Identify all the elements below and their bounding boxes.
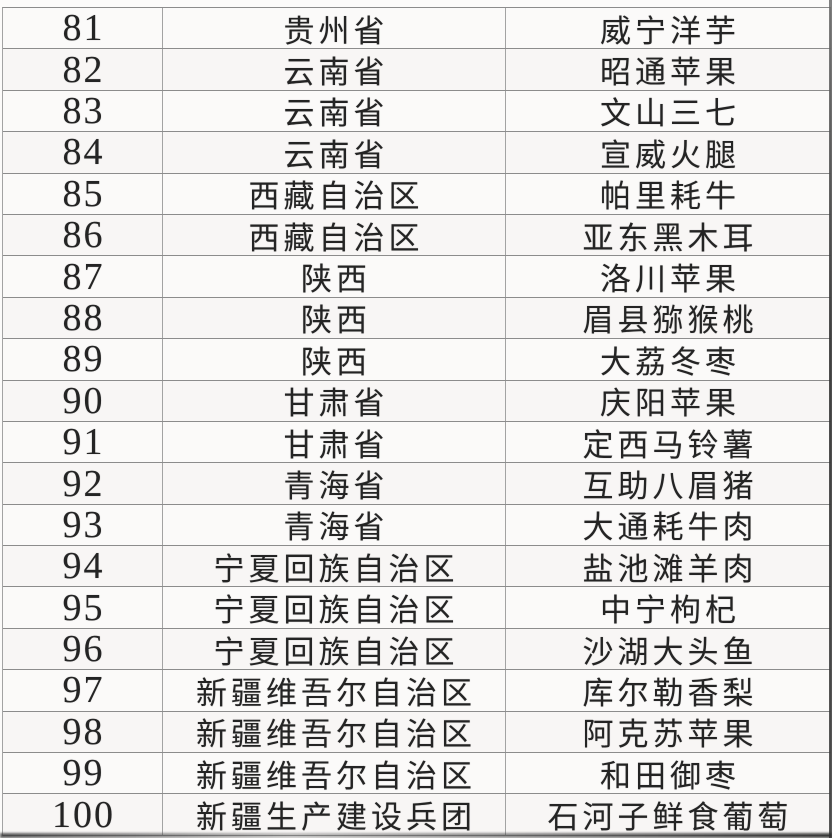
table-row: 83 云南省 文山三七 [3,90,831,133]
table-row: 90 甘肃省 庆阳苹果 [3,380,831,422]
regional-products-table: 81 贵州省 威宁洋芋 82 云南省 昭通苹果 83 云南省 文山三七 84 云… [2,7,831,836]
province-cell: 西藏自治区 [163,173,506,214]
product-cell: 和田御枣 [506,753,831,794]
table-row: 91 甘肃省 定西马铃薯 [3,421,831,464]
rank-cell: 81 [3,8,163,49]
table-row: 88 陕西 眉县猕猴桃 [3,297,831,340]
table-row: 94 宁夏回族自治区 盐池滩羊肉 [3,546,831,588]
product-cell: 大通耗牛肉 [506,504,831,546]
table-row: 92 青海省 互助八眉猪 [3,463,831,505]
table-row: 93 青海省 大通耗牛肉 [3,504,831,547]
table-row: 98 新疆维吾尔自治区 阿克苏苹果 [3,711,831,754]
product-cell: 文山三七 [506,90,831,132]
product-cell: 大荔冬枣 [506,339,831,380]
product-cell: 库尔勒香梨 [506,670,831,711]
table-row: 95 宁夏回族自治区 中宁枸杞 [3,587,831,629]
table-row: 85 西藏自治区 帕里耗牛 [3,173,831,215]
product-cell: 定西马铃薯 [506,421,831,463]
province-cell: 云南省 [163,132,506,173]
product-cell: 中宁枸杞 [506,587,831,628]
product-cell: 庆阳苹果 [506,380,831,421]
province-cell: 贵州省 [163,8,506,49]
rank-cell: 88 [3,297,163,339]
product-cell: 亚东黑木耳 [506,214,831,256]
province-cell: 陕西 [163,339,506,380]
photo-bottom-edge-artifact [0,833,832,838]
province-cell: 陕西 [163,256,506,297]
province-cell: 云南省 [163,49,506,90]
table-row: 86 西藏自治区 亚东黑木耳 [3,214,831,257]
product-cell: 沙湖大头鱼 [506,628,831,670]
rank-cell: 95 [3,587,163,628]
rank-cell: 90 [3,380,163,421]
product-cell: 洛川苹果 [506,256,831,297]
province-cell: 甘肃省 [163,380,506,421]
product-cell: 眉县猕猴桃 [506,297,831,339]
product-cell: 帕里耗牛 [506,173,831,214]
rank-cell: 92 [3,463,163,504]
rank-cell: 89 [3,339,163,380]
province-cell: 陕西 [163,297,506,339]
rank-cell: 98 [3,711,163,753]
rank-cell: 85 [3,173,163,214]
rank-cell: 91 [3,421,163,463]
rank-cell: 87 [3,256,163,297]
table-row: 84 云南省 宣威火腿 [3,132,831,174]
product-cell: 昭通苹果 [506,49,831,90]
province-cell: 西藏自治区 [163,214,506,256]
product-cell: 石河子鲜食葡萄 [506,794,831,835]
province-cell: 新疆维吾尔自治区 [163,670,506,711]
photo-right-edge-artifact [829,0,832,838]
rank-cell: 86 [3,214,163,256]
rank-cell: 94 [3,546,163,587]
table-row: 97 新疆维吾尔自治区 库尔勒香梨 [3,670,831,712]
rank-cell: 99 [3,753,163,794]
product-cell: 阿克苏苹果 [506,711,831,753]
product-cell: 盐池滩羊肉 [506,546,831,587]
table-row: 96 宁夏回族自治区 沙湖大头鱼 [3,628,831,671]
table-row: 87 陕西 洛川苹果 [3,256,831,298]
product-cell: 互助八眉猪 [506,463,831,504]
rank-cell: 84 [3,132,163,173]
product-cell: 威宁洋芋 [506,8,831,49]
table-row: 99 新疆维吾尔自治区 和田御枣 [3,753,831,795]
rank-cell: 96 [3,628,163,670]
rank-cell: 97 [3,670,163,711]
table-row: 89 陕西 大荔冬枣 [3,339,831,381]
province-cell: 新疆维吾尔自治区 [163,753,506,794]
rank-cell: 82 [3,49,163,90]
rank-cell: 83 [3,90,163,132]
province-cell: 宁夏回族自治区 [163,628,506,670]
province-cell: 青海省 [163,463,506,504]
province-cell: 云南省 [163,90,506,132]
rank-cell: 93 [3,504,163,546]
province-cell: 新疆生产建设兵团 [163,794,506,835]
province-cell: 宁夏回族自治区 [163,546,506,587]
table-row: 81 贵州省 威宁洋芋 [3,8,831,50]
product-cell: 宣威火腿 [506,132,831,173]
rank-cell: 100 [3,794,163,835]
province-cell: 甘肃省 [163,421,506,463]
province-cell: 新疆维吾尔自治区 [163,711,506,753]
province-cell: 宁夏回族自治区 [163,587,506,628]
table-row: 82 云南省 昭通苹果 [3,49,831,91]
table-row: 100 新疆生产建设兵团 石河子鲜食葡萄 [3,794,831,836]
province-cell: 青海省 [163,504,506,546]
